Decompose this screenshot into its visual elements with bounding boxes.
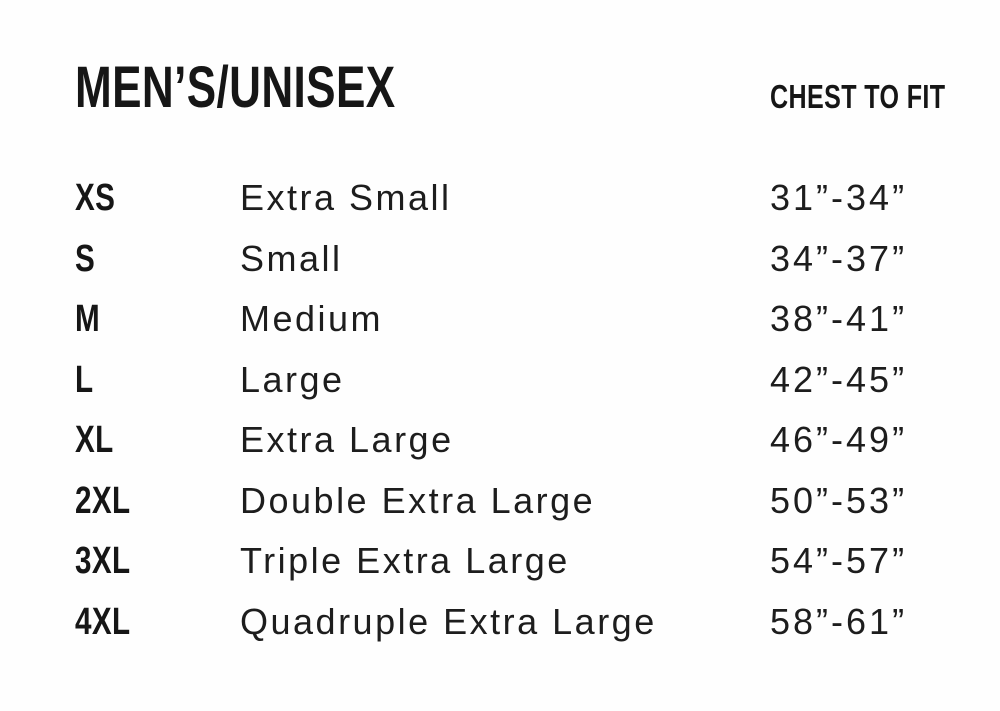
page-title: MEN’S/UNISEX — [75, 55, 396, 120]
size-code: S — [75, 237, 96, 280]
table-row: S Small 34”-37” — [0, 229, 1000, 290]
table-row: 4XL Quadruple Extra Large 58”-61” — [0, 592, 1000, 653]
size-code: XL — [75, 419, 114, 461]
chest-range: 31”-34” — [770, 177, 908, 218]
chest-range: 50”-53” — [770, 479, 908, 521]
chest-to-fit-column-header: CHEST TO FIT — [770, 78, 946, 115]
size-code: L — [75, 358, 94, 401]
size-name: Large — [240, 358, 345, 400]
chest-range: 58”-61” — [770, 600, 908, 642]
size-code: M — [75, 298, 101, 340]
chest-range: 46”-49” — [770, 419, 908, 460]
chest-range: 34”-37” — [770, 237, 908, 279]
size-code: 4XL — [75, 600, 131, 643]
size-name: Extra Small — [240, 177, 452, 218]
size-code: XS — [75, 177, 116, 219]
size-name: Triple Extra Large — [240, 540, 570, 581]
table-row: M Medium 38”-41” — [0, 289, 1000, 350]
table-row: 3XL Triple Extra Large 54”-57” — [0, 531, 1000, 592]
table-row: XL Extra Large 46”-49” — [0, 410, 1000, 471]
size-name: Medium — [240, 298, 384, 339]
size-name: Double Extra Large — [240, 479, 596, 521]
size-code: 2XL — [75, 479, 131, 522]
chest-range: 42”-45” — [770, 358, 908, 400]
size-name: Extra Large — [240, 419, 454, 460]
chest-range: 38”-41” — [770, 298, 908, 339]
table-row: 2XL Double Extra Large 50”-53” — [0, 471, 1000, 532]
size-code: 3XL — [75, 540, 131, 582]
size-name: Quadruple Extra Large — [240, 600, 657, 642]
table-row: L Large 42”-45” — [0, 350, 1000, 411]
chest-range: 54”-57” — [770, 540, 908, 581]
size-table: XS Extra Small 31”-34” S Small 34”-37” M Medi… — [0, 168, 1000, 652]
table-row: XS Extra Small 31”-34” — [0, 168, 1000, 229]
size-name: Small — [240, 237, 343, 279]
